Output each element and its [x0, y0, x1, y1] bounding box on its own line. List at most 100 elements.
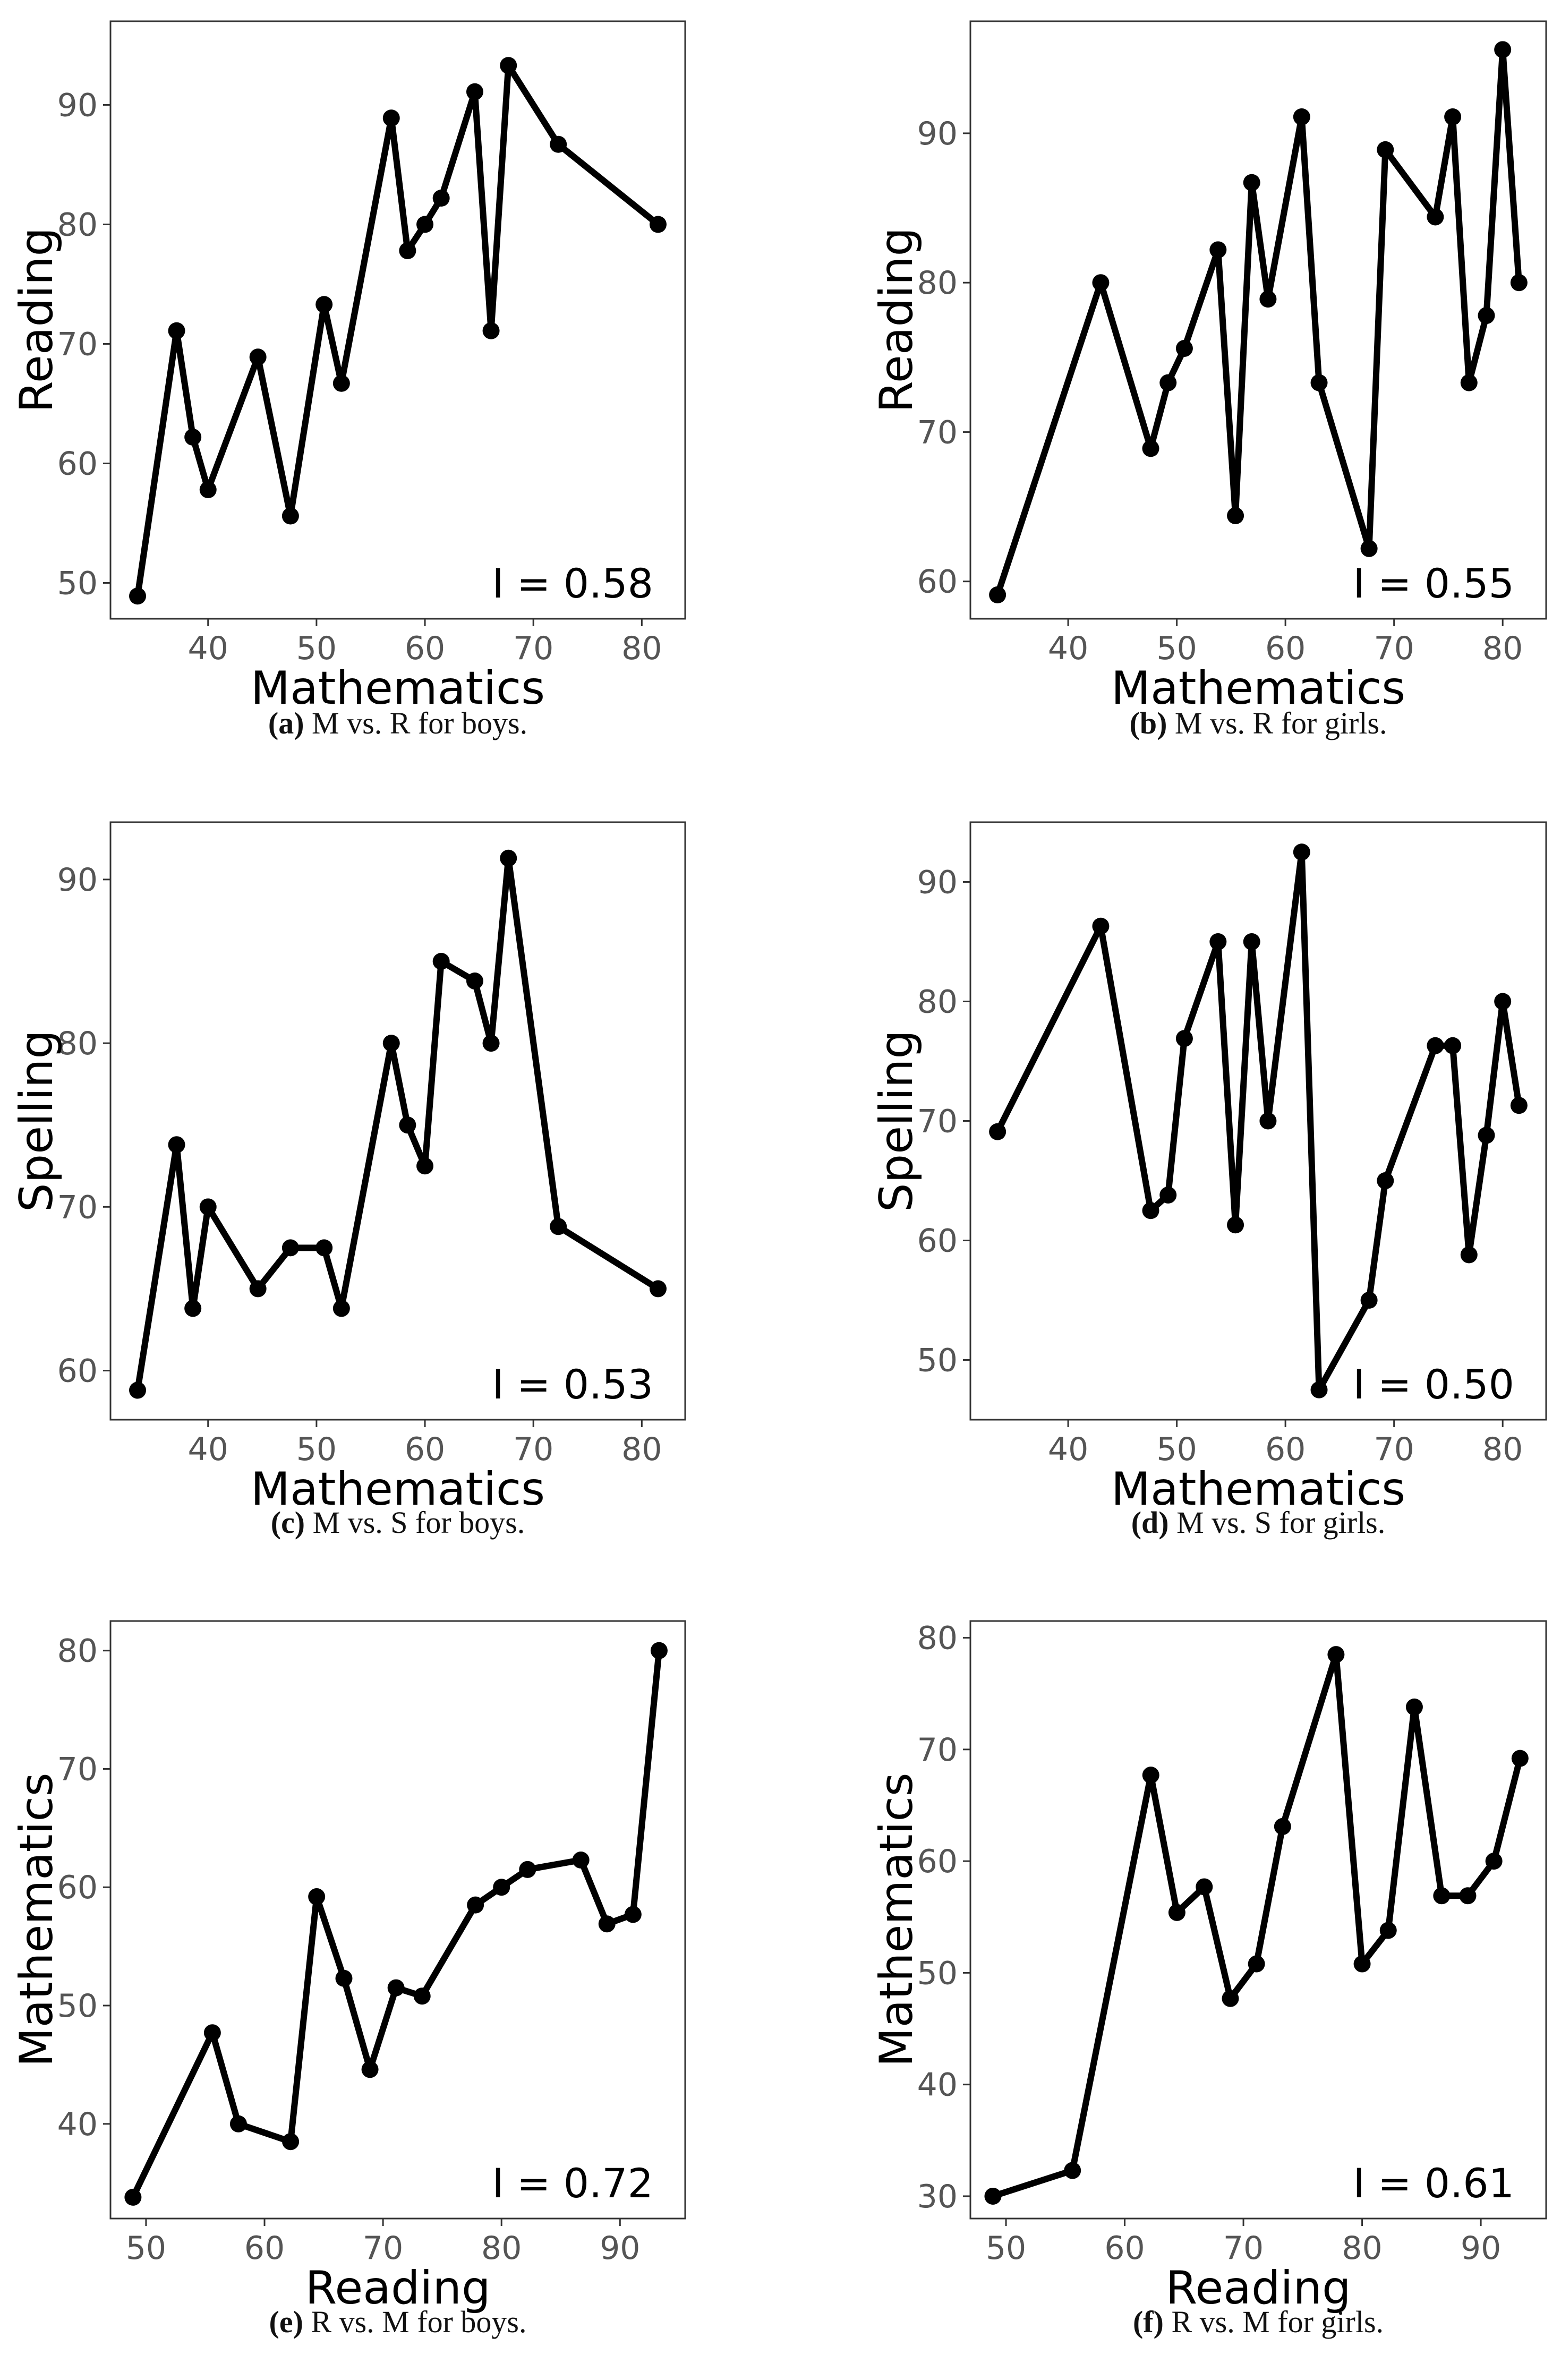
series-line [134, 62, 661, 600]
data-point [989, 586, 1006, 603]
data-point [1227, 507, 1244, 524]
x-tick-label: 70 [1374, 1431, 1414, 1468]
data-point [1293, 108, 1310, 125]
data-point [1209, 933, 1227, 950]
y-tick-label: 60 [917, 564, 958, 601]
data-point [399, 1116, 416, 1134]
data-point [1142, 1767, 1159, 1784]
caption-label: (b) [1129, 706, 1167, 740]
data-point [1142, 440, 1159, 457]
data-point [332, 1300, 350, 1317]
data-point [1405, 1698, 1423, 1716]
data-point [1478, 1127, 1495, 1144]
panel-caption-d: (d) M vs. S for girls. [940, 1505, 1561, 1540]
data-point [315, 296, 333, 313]
data-point [1427, 1037, 1444, 1054]
data-point [649, 1280, 667, 1298]
x-tick-label: 70 [513, 1431, 553, 1468]
data-point [984, 2187, 1002, 2205]
x-tick-label: 80 [1342, 2230, 1382, 2267]
plot-frame [969, 20, 1547, 620]
data-point [1444, 108, 1462, 125]
data-point [500, 57, 517, 74]
data-point [129, 1381, 147, 1399]
data-point [1259, 291, 1277, 308]
data-point [1460, 374, 1478, 391]
y-tick-label: 50 [917, 1955, 958, 1992]
x-tick-label: 60 [244, 2230, 285, 2267]
index-annotation: I = 0.61 [1353, 2160, 1514, 2207]
index-annotation: I = 0.53 [492, 1361, 653, 1408]
data-point [1248, 1955, 1265, 1973]
series-line [994, 849, 1522, 1393]
data-point [1175, 339, 1193, 357]
y-tick-label: 50 [57, 565, 98, 602]
panel-caption-a: (a) M vs. R for boys. [79, 705, 716, 741]
data-point [124, 2188, 142, 2206]
data-point [1510, 274, 1528, 292]
data-point [1064, 2162, 1081, 2179]
caption-text: R vs. M for girls. [1171, 2305, 1384, 2339]
y-tick-label: 60 [917, 1223, 958, 1260]
data-point [249, 348, 267, 366]
y-axis-title: Mathematics [870, 1772, 923, 2067]
x-tick-label: 60 [405, 1431, 445, 1468]
y-tick-label: 60 [57, 446, 98, 483]
data-point [249, 1280, 267, 1298]
data-point [416, 1157, 434, 1175]
index-annotation: I = 0.50 [1353, 1361, 1514, 1408]
x-tick-label: 70 [1374, 630, 1414, 667]
x-tick-label: 90 [1461, 2230, 1501, 2267]
x-tick-label: 50 [296, 630, 337, 667]
x-tick-label: 50 [296, 1431, 337, 1468]
y-tick-label: 80 [57, 1633, 98, 1670]
y-tick-label: 90 [57, 87, 98, 124]
y-tick-label: 80 [57, 207, 98, 244]
y-tick-label: 60 [917, 1843, 958, 1880]
plot-frame [109, 1620, 686, 2220]
plot-frame [969, 1620, 1547, 2220]
data-point [519, 1861, 536, 1878]
data-point [387, 1979, 405, 1997]
data-point [168, 1136, 185, 1154]
series-line [130, 1647, 662, 2200]
data-point [413, 1987, 431, 2005]
data-point [1327, 1646, 1345, 1664]
data-point [550, 1218, 567, 1235]
x-tick-label: 40 [1048, 630, 1088, 667]
y-tick-label: 70 [57, 1189, 98, 1226]
x-tick-label: 50 [1156, 630, 1197, 667]
x-tick-label: 60 [1265, 630, 1306, 667]
data-point [1142, 1202, 1159, 1219]
series-line [990, 1651, 1523, 2199]
x-tick-label: 90 [600, 2230, 640, 2267]
y-tick-label: 80 [57, 1025, 98, 1062]
data-point [493, 1879, 510, 1896]
data-point [1293, 843, 1310, 861]
y-axis-title: Spelling [870, 1030, 923, 1212]
data-point [650, 1642, 668, 1659]
data-point [649, 216, 667, 233]
caption-label: (e) [269, 2305, 303, 2339]
data-point [1243, 174, 1260, 191]
y-tick-label: 40 [57, 2106, 98, 2143]
data-point [989, 1123, 1006, 1140]
data-point [1379, 1922, 1397, 1939]
y-tick-label: 80 [917, 1620, 958, 1657]
data-point [1360, 1292, 1378, 1309]
data-point [1377, 141, 1394, 158]
data-point [308, 1888, 326, 1906]
y-axis-title: Spelling [10, 1030, 63, 1212]
caption-label: (d) [1131, 1505, 1169, 1540]
data-point [332, 374, 350, 392]
data-point [229, 2115, 247, 2132]
y-tick-label: 70 [57, 326, 98, 363]
data-point [184, 1300, 202, 1317]
x-tick-label: 50 [1156, 1431, 1197, 1468]
x-tick-label: 70 [1223, 2230, 1264, 2267]
